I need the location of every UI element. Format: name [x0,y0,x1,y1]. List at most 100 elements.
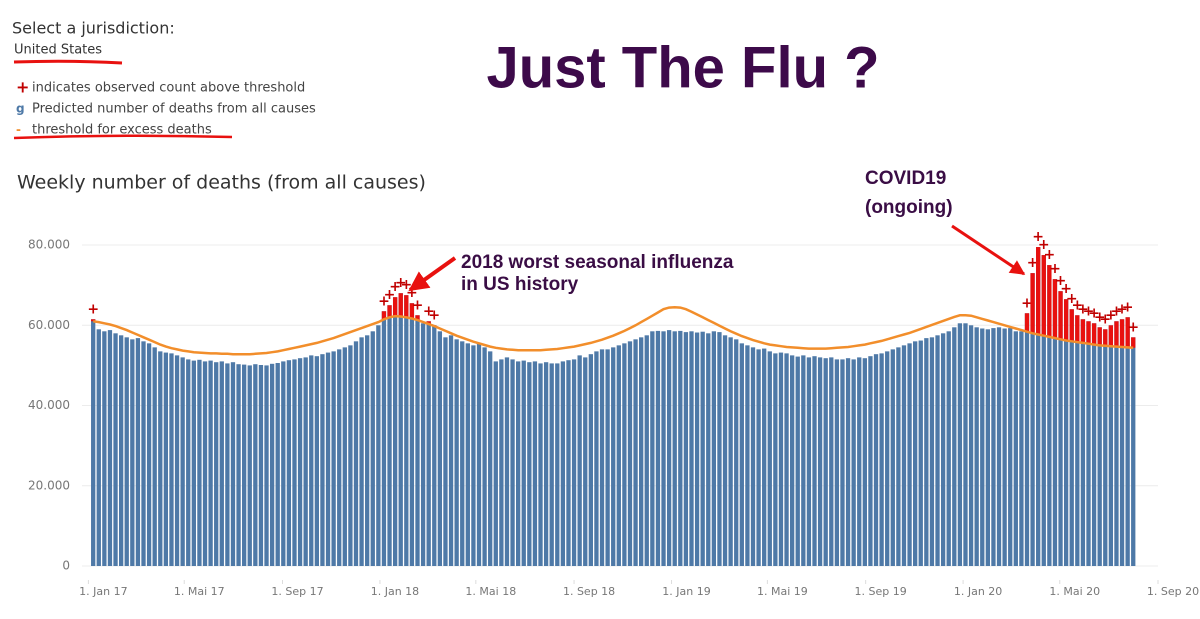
excess-bar [1075,315,1080,343]
legend-marker: - [16,123,21,137]
y-tick-label: 0 [62,559,70,573]
flag-marker: + [412,297,424,313]
bar [96,329,101,566]
bar [801,355,806,566]
bar [817,357,823,566]
x-tick-label: 1. Mai 17 [174,585,225,598]
bar [627,341,633,566]
bar [163,352,169,566]
bar [823,358,828,566]
bar [202,361,208,566]
bar [409,303,415,566]
bar [996,327,1002,566]
excess-bar [1114,321,1119,347]
bar [678,330,683,566]
bar [499,359,504,566]
legend-marker: g [16,102,25,116]
excess-bar [398,293,403,317]
flag-marker: + [87,301,99,317]
arrow [951,224,1026,276]
excess-bar [91,319,96,322]
bar [1002,328,1007,566]
bar [1024,313,1030,566]
bar [141,341,146,566]
flag-marker: + [1043,247,1055,263]
bar [639,337,644,566]
bar [169,353,174,566]
bar [1052,279,1058,566]
excess-bar [1069,309,1074,342]
bar [644,335,649,566]
bar [650,331,655,566]
threshold-line [93,305,1134,356]
excess-bar [1086,321,1091,344]
bar [661,331,666,566]
bar [320,354,325,566]
bar [918,340,923,566]
bar [404,295,409,566]
flag-marker: + [1127,319,1139,335]
flag-marker: + [384,287,396,303]
x-tick-label: 1. Mai 18 [465,585,516,598]
excess-bar [1080,319,1086,343]
bar [728,337,733,566]
underline [13,59,123,65]
flag-marker: + [395,275,407,291]
excess-bar [1047,265,1052,337]
bar [789,355,795,566]
bar [583,357,588,566]
bar [275,363,280,566]
bar [225,363,230,566]
bar [1013,331,1018,566]
bar [588,354,593,566]
flag-marker: + [389,279,401,295]
bar [745,345,750,566]
excess-bar [1052,279,1058,339]
legend-marker: + [16,78,29,97]
bar [694,332,700,566]
bar [577,355,582,566]
flag-marker: + [378,293,390,309]
bar [392,297,398,566]
bar [868,356,873,566]
bar [594,351,599,566]
bar [186,359,191,566]
bar [247,365,252,566]
bar [460,341,465,566]
x-tick-label: 1. Jan 18 [371,585,419,598]
bar [857,357,862,566]
bar [935,335,940,566]
excess-bar [426,321,431,325]
bar [655,330,661,566]
bar [1069,309,1074,566]
bar [985,329,991,566]
bar [566,360,571,566]
flag-marker: + [1122,299,1134,315]
bar [376,325,381,566]
bar [896,347,901,566]
bar [415,315,420,566]
flag-marker: + [1083,303,1095,319]
bar [1114,321,1119,566]
bar [571,359,577,566]
bar [862,358,867,566]
headline: Just The Flu ? [486,35,879,100]
bar [493,361,498,566]
bar [236,364,241,566]
bar [1008,328,1013,566]
legend-label: Predicted number of deaths from all caus… [32,102,316,117]
bar [1119,319,1125,566]
flag-marker: + [1116,301,1128,317]
excess-bar [1058,291,1063,340]
x-tick-label: 1. Sep 20 [1147,585,1199,598]
x-tick-label: 1. Sep 17 [271,585,323,598]
bar [940,333,946,566]
bar [454,339,459,566]
bar [242,364,247,566]
jurisdiction[interactable]: United States [14,43,102,58]
bar [543,362,549,566]
y-tick-label: 20.000 [28,478,70,492]
flag-marker: + [1088,305,1100,321]
flag-marker: + [428,307,440,323]
bar [281,361,286,566]
